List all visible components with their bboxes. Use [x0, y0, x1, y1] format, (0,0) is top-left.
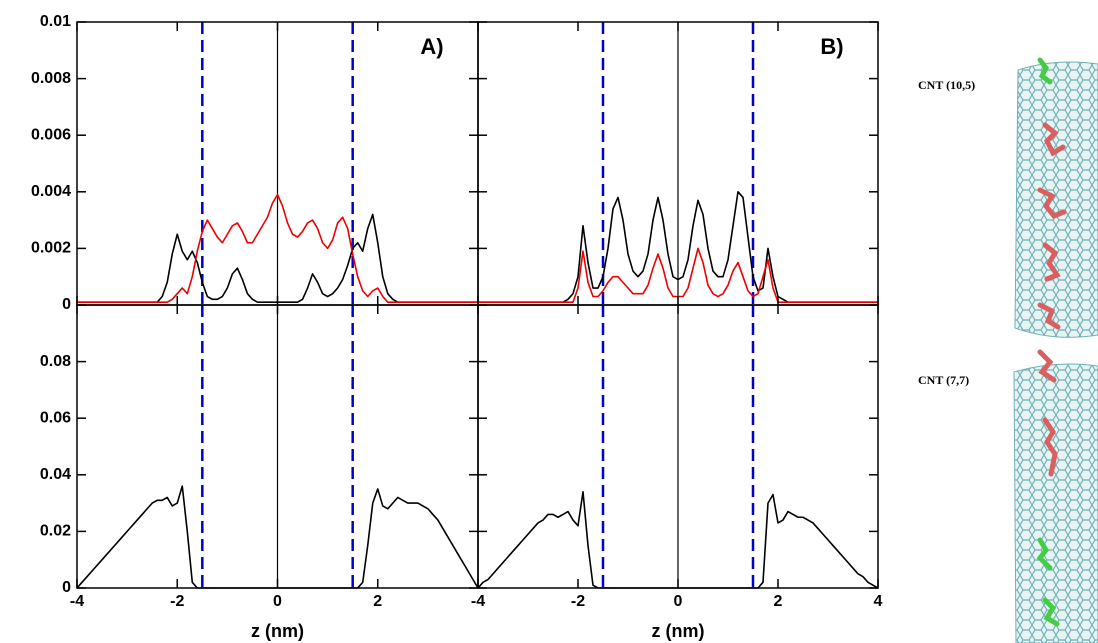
y-tick-label: 0.006 — [31, 126, 71, 143]
x-axis-label: z (nm) — [652, 621, 705, 641]
y-tick-label: 0.02 — [40, 523, 71, 540]
y-tick-label: 0.004 — [31, 183, 71, 200]
x-tick-label: 2 — [774, 593, 783, 610]
series-line — [77, 193, 478, 303]
panel-label: A) — [420, 34, 443, 59]
x-tick-label: -2 — [571, 593, 585, 610]
x-tick-label: -4 — [70, 593, 84, 610]
y-tick-label: 0.08 — [40, 353, 71, 370]
x-tick-label: 2 — [373, 593, 382, 610]
y-tick-label: 0.04 — [40, 466, 71, 483]
cnt-image-2: CNT (7,7) — [918, 349, 1098, 643]
x-tick-label: 0 — [674, 593, 683, 610]
panel: 0 0.02 0.04 0.06 0.08 -4 -2 0 2 z (nm) — [40, 304, 479, 641]
y-tick-label: 0 — [62, 296, 71, 313]
image-label: CNT (7,7) — [918, 373, 969, 387]
y-tick-label: 0.008 — [31, 70, 71, 87]
y-tick-label: 0.06 — [40, 409, 71, 426]
x-tick-label: -4 — [471, 593, 485, 610]
panel: B) — [477, 21, 879, 306]
x-tick-label: -2 — [170, 593, 184, 610]
x-tick-label: 4 — [874, 593, 883, 610]
panel-label: B) — [820, 34, 843, 59]
x-tick-label: 0 — [273, 593, 282, 610]
panel: -4 -2 0 2 4 z (nm) — [471, 304, 883, 641]
x-axis-label: z (nm) — [251, 621, 304, 641]
y-tick-label: 0.01 — [40, 13, 71, 30]
y-tick-label: 0 — [62, 579, 71, 596]
panel: 0 0.002 0.004 0.006 0.008 0.01 A) — [31, 13, 479, 313]
y-tick-label: 0.002 — [31, 240, 71, 257]
cnt-image-1: CNT (10,5) — [918, 57, 1098, 338]
image-label: CNT (10,5) — [918, 78, 975, 92]
